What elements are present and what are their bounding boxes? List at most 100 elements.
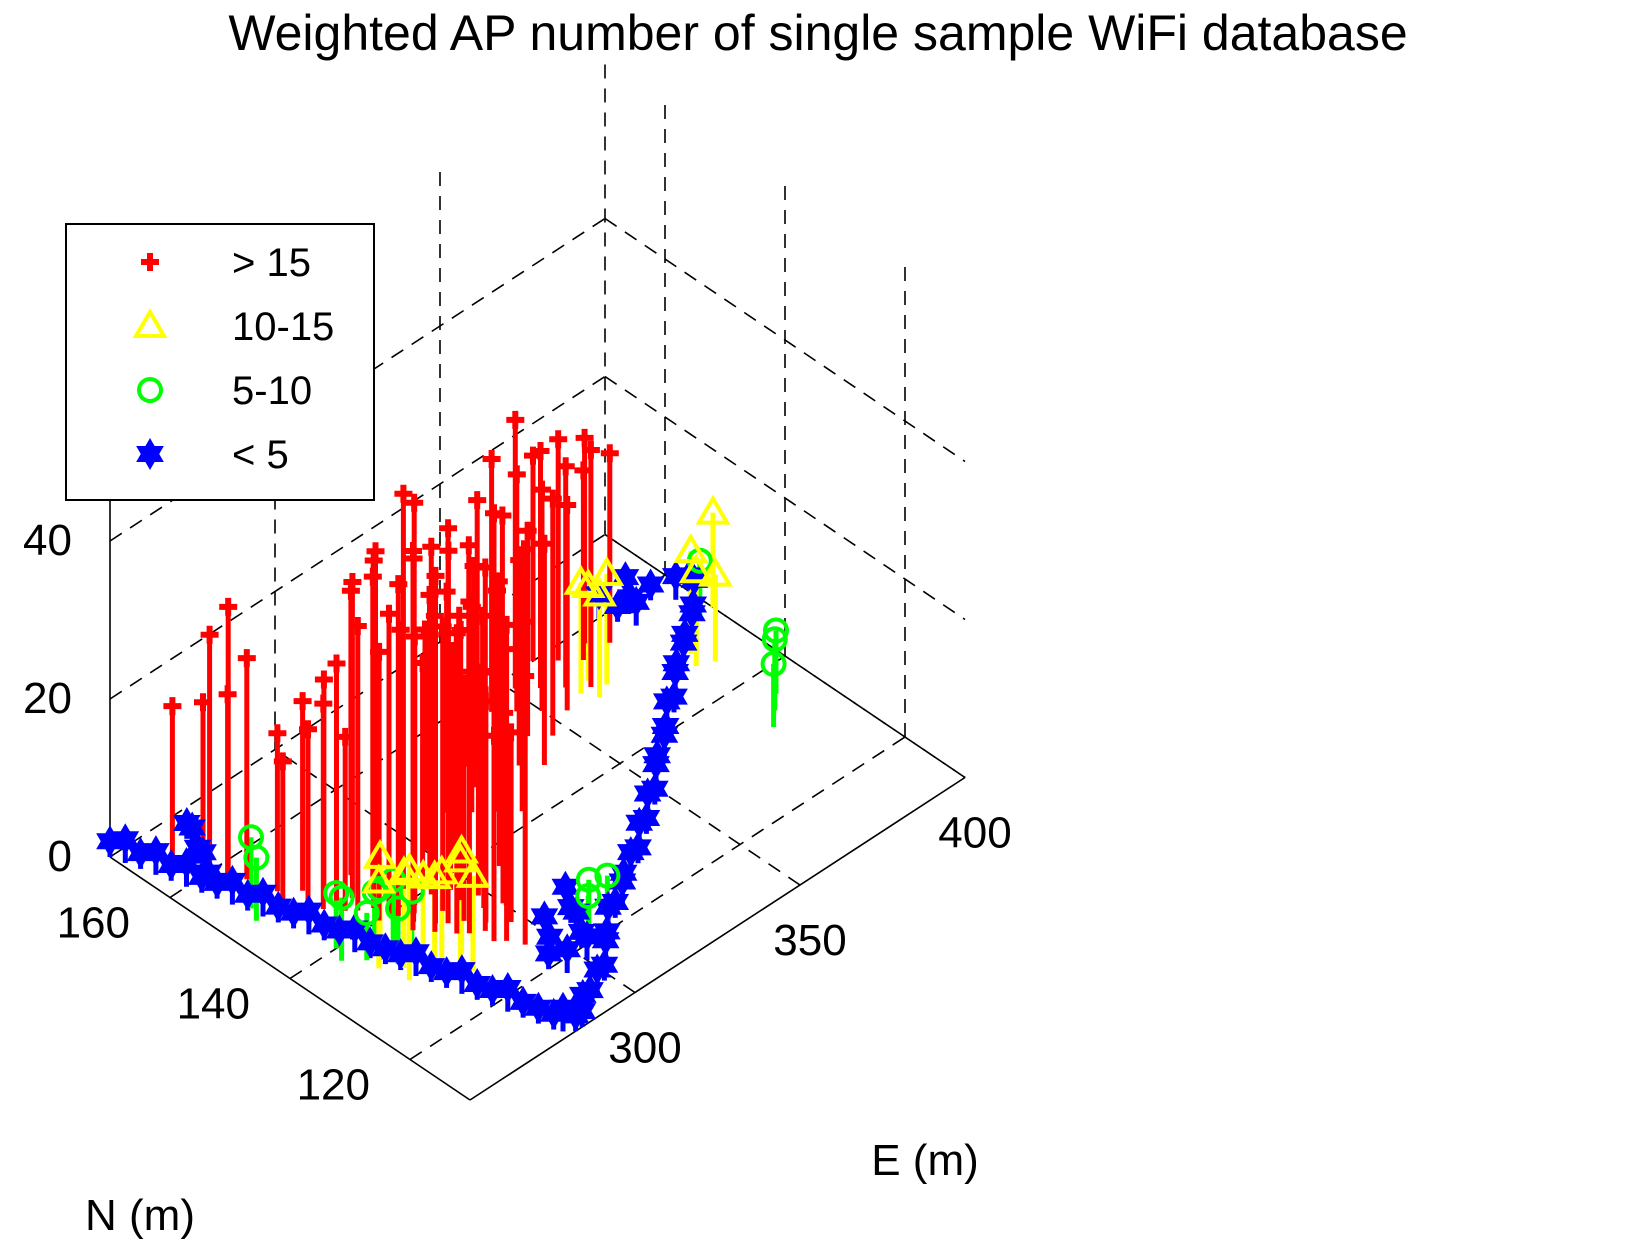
data-point [760,650,787,677]
data-point [471,663,490,682]
legend-marker-lower [136,446,164,470]
data-point [513,612,532,631]
data-point [673,533,709,563]
data-point [273,752,292,771]
data-point [495,640,514,659]
data-point [219,597,238,616]
data-point [451,621,470,640]
z-tick-label: 20 [23,674,72,723]
data-point [391,620,410,639]
data-point [581,440,600,459]
legend-label: 5-10 [232,369,312,413]
data-point [327,654,346,673]
data-point [425,606,444,625]
data-point [362,838,398,869]
data-point-lower [194,864,223,889]
data-point [494,736,512,755]
data-point-lower [183,839,212,864]
data-point [582,576,618,607]
x-tick-label: 350 [773,916,846,965]
data-point-lower [662,655,691,680]
data-point-lower [249,884,277,909]
data-point-lower [576,982,604,1007]
data-point [464,557,483,576]
data-point [314,694,333,713]
data-point [470,680,489,699]
data-point-lower [553,941,582,966]
data-point [404,549,423,568]
y-tick-label: 120 [297,1061,370,1110]
data-point [524,446,542,465]
data-point-lower [172,855,201,880]
data-point [549,430,568,449]
data-point [380,604,398,623]
axis-ticks: 0 20 40 300 350 400 120 140 160 [23,516,1012,1110]
data-point-lower [551,878,580,903]
data-point-lower [592,923,621,948]
data-point-lower [556,899,585,924]
legend: > 15 10-15 5-10 < 5 [65,223,375,501]
data-point [420,585,439,604]
data-point [518,521,537,540]
data-point [600,444,619,463]
data-point [200,625,219,644]
data-point [695,494,731,525]
data-point [314,670,333,689]
data-point [426,566,445,585]
x-tick-label: 400 [938,809,1011,858]
data-point [594,862,621,889]
data-point-lower [651,717,680,742]
data-point-lower [632,810,661,835]
data-point [163,697,182,716]
data-point [323,880,350,907]
data-point-lower [448,962,476,987]
data-point [497,615,516,634]
data-point-lower [567,923,596,948]
legend-marker [141,253,159,271]
data-point-lower [590,956,619,981]
legend-marker [132,308,168,338]
data-point [574,461,593,480]
data-point-lower [218,872,247,897]
data-point [237,649,256,668]
data-point [444,833,480,864]
data-point-lower [636,576,665,601]
data-point [336,727,355,746]
data-point [506,410,525,429]
x-axis-label: E (m) [871,1136,979,1185]
y-axis-label: N (m) [85,1191,195,1240]
data-point-lower [493,980,522,1004]
data-point [476,692,495,711]
data-point-lower [340,920,369,945]
data-point [238,824,264,851]
data-point [455,857,491,888]
data-point [589,555,625,586]
data-point-lower [679,596,708,621]
data-point [437,582,456,601]
data-point [389,575,408,594]
data-point [366,542,385,561]
data-point-lower [172,815,201,839]
data-point-lower [142,843,170,868]
data-point-lower [601,894,630,919]
data-point [416,620,434,639]
data-point [439,519,458,538]
data-point [462,597,481,616]
data-point [516,667,535,686]
data-point [493,506,512,525]
data-point-lower [616,589,645,614]
data-point-lower [660,688,688,713]
data-point [361,863,397,894]
y-tick-label: 140 [177,980,250,1029]
data-point [495,703,514,722]
data-point-lower [530,908,559,933]
data-point [348,617,367,636]
data-point [299,720,317,739]
data-point [413,653,432,672]
data-point [394,484,413,503]
data-point [761,626,788,653]
data-point [468,491,487,510]
data-point [507,465,526,484]
markers [96,410,789,1032]
